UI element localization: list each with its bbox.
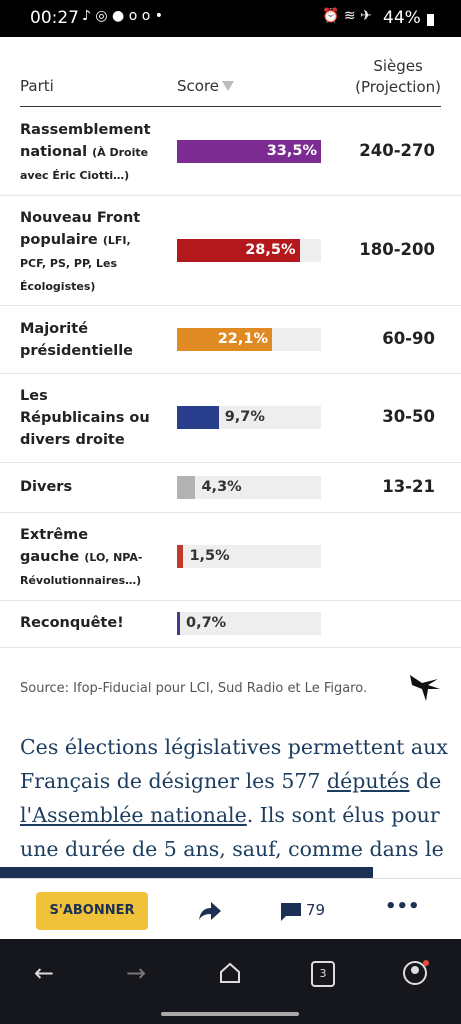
bar-label: 33,5% [266, 143, 317, 159]
text: Ces élections législatives permettent au… [20, 735, 448, 793]
bar-label: 9,7% [224, 409, 265, 425]
party: Rassemblement national [20, 122, 151, 160]
header-seats-2: (Projection) [355, 78, 441, 96]
subscribe-button[interactable]: S'ABONNER [36, 892, 148, 930]
bar [177, 612, 180, 635]
party-name: Divers [20, 476, 150, 498]
table-row: Divers 4,3% 13-21 [0, 463, 461, 513]
bar-track: 28,5% [177, 239, 321, 262]
bar-track: 33,5% [177, 140, 321, 163]
forward[interactable]: → [126, 959, 147, 987]
header-score[interactable]: Score [177, 77, 220, 95]
bar-track: 4,3% [177, 476, 321, 499]
table-row: Majorité présidentielle 22,1% 60-90 [0, 306, 461, 374]
header-seats: Sièges (Projection) [355, 56, 441, 98]
system-icons: ⏰ ≋ ✈ [322, 8, 372, 24]
text: de [409, 769, 442, 793]
toolbar: S'ABONNER 79 ••• [0, 878, 461, 939]
seats: 60-90 [382, 329, 435, 348]
seats: 240-270 [359, 141, 435, 160]
table-row: Reconquête! 0,7% [0, 601, 461, 648]
time: 00:27 [30, 8, 79, 28]
seats: 180-200 [359, 240, 435, 259]
tabs[interactable]: 3 [311, 961, 335, 987]
back[interactable]: ← [34, 959, 55, 987]
party: Extrême gauche [20, 527, 89, 565]
bar-track: 0,7% [177, 612, 321, 635]
party: Les Républicains ou divers droite [20, 388, 150, 448]
bar-label: 22,1% [217, 331, 268, 347]
bar-track: 1,5% [177, 545, 321, 568]
party-name: Rassemblement national (À Droite avec Ér… [20, 119, 151, 187]
header-seats-1: Sièges [373, 57, 423, 75]
article-text: Ces élections législatives permettent au… [20, 730, 450, 866]
bar [177, 140, 321, 163]
seats: 13-21 [382, 477, 435, 496]
party-name: Reconquête! [20, 612, 150, 634]
party-detail: (LO, NPA-Révolutionnaires…) [20, 551, 143, 587]
table-row: Les Républicains ou divers droite 9,7% 30-… [0, 374, 461, 463]
bar-label: 4,3% [201, 479, 242, 495]
bar [177, 545, 184, 568]
party-detail: (À Droite avec Éric Ciotti…) [20, 146, 149, 182]
battery: 44% [383, 8, 421, 28]
party-detail: (LFI, PCF, PS, PP, Les Écologistes) [20, 234, 131, 293]
party: Majorité présidentielle [20, 321, 134, 359]
status-bar: 00:27 ♪ ◎ ● o o • ⏰ ≋ ✈ 44% [0, 0, 461, 37]
party-name: Les Républicains ou divers droite [20, 385, 150, 451]
party: Reconquête! [20, 615, 124, 631]
party-name: Extrême gauche (LO, NPA-Révolutionnaires… [20, 524, 150, 592]
bar [177, 476, 196, 499]
battery-icon [427, 14, 434, 26]
table-row: Extrême gauche (LO, NPA-Révolutionnaires… [0, 513, 461, 601]
bar-track: 22,1% [177, 328, 321, 351]
seats: 30-50 [382, 407, 435, 426]
bar-label: 1,5% [189, 548, 230, 564]
bar-label: 0,7% [186, 615, 227, 631]
progress-bar [0, 867, 373, 878]
comment-icon[interactable] [281, 903, 301, 921]
source: Source: Ifop-Fiducial pour LCI, Sud Radi… [20, 681, 368, 696]
link[interactable]: l'Assemblée nationale [20, 803, 247, 827]
party-name: Nouveau Front populaire (LFI, PCF, PS, P… [20, 207, 150, 298]
bar-track: 9,7% [177, 406, 321, 429]
figaro-logo [410, 675, 440, 701]
bar [177, 406, 219, 429]
share-icon[interactable] [199, 902, 221, 920]
more-icon[interactable]: ••• [385, 896, 420, 917]
table-row: Nouveau Front populaire (LFI, PCF, PS, P… [0, 196, 461, 306]
header-party: Parti [20, 77, 54, 95]
link[interactable]: députés [327, 769, 410, 793]
sort-icon [222, 81, 234, 91]
text: . Ils sont élus pour une durée de 5 ans,… [20, 803, 444, 861]
profile[interactable] [402, 959, 430, 987]
party: Divers [20, 479, 73, 495]
party-name: Majorité présidentielle [20, 318, 150, 362]
nav-bar: ← → 3 [0, 939, 461, 1024]
header-rule [20, 106, 441, 107]
table-row: Rassemblement national (À Droite avec Ér… [0, 108, 461, 196]
gesture-bar [161, 1012, 299, 1016]
notification-icons: ♪ ◎ ● o o • [82, 8, 164, 24]
bar [177, 328, 272, 351]
party: Nouveau Front populaire [20, 210, 141, 248]
bar [177, 239, 300, 262]
comment-count[interactable]: 79 [306, 901, 326, 919]
home[interactable] [219, 962, 241, 984]
bar-label: 28,5% [245, 242, 296, 258]
